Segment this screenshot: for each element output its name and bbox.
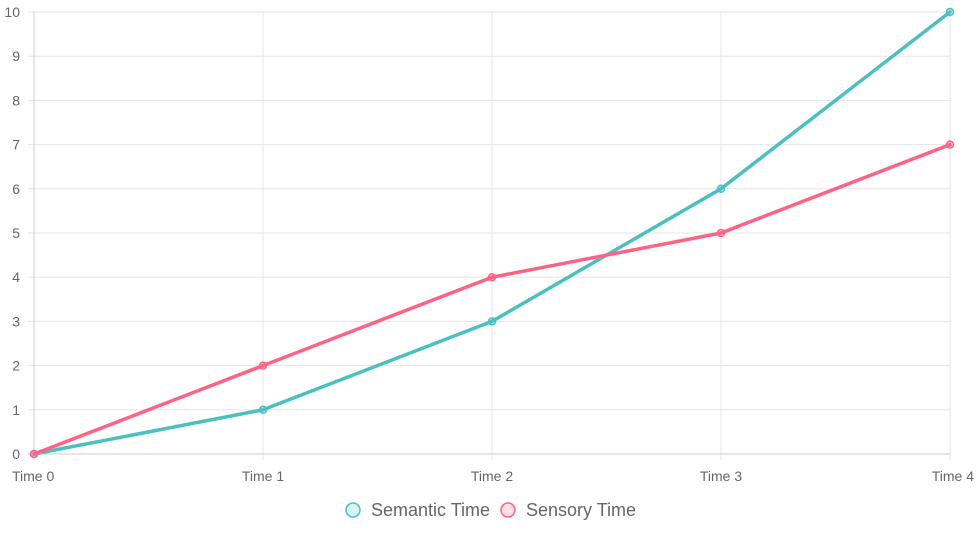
legend-marker-icon — [500, 502, 516, 518]
y-tick-label: 1 — [12, 402, 20, 418]
axes: 0 1 2 3 4 5 6 7 8 9 10 Time 0 Time 1 Time 2 Time 3 Time… — [4, 4, 974, 484]
data-point — [487, 272, 497, 282]
legend-label: Sensory Time — [526, 500, 636, 520]
data-point — [716, 228, 726, 238]
x-tick-label: Time 3 — [700, 468, 742, 484]
y-tick-label: 4 — [12, 269, 20, 285]
data-point — [258, 361, 268, 370]
x-tick-label: Time 2 — [471, 468, 513, 484]
legend-item: Semantic Time — [345, 500, 490, 520]
series-line — [32, 10, 952, 456]
y-tick-label: 0 — [12, 446, 20, 462]
x-tick-label: Time 0 — [12, 468, 54, 484]
x-tick-label: Time 4 — [932, 468, 974, 484]
y-tick-label: 2 — [12, 358, 20, 374]
y-tick-label: 5 — [12, 225, 20, 241]
data-point — [487, 317, 497, 326]
y-tick-label: 3 — [12, 313, 20, 329]
series-line — [32, 142, 952, 456]
data-point — [716, 184, 726, 194]
y-tick-label: 7 — [12, 137, 20, 153]
series-group — [29, 7, 955, 459]
legend-label: Semantic Time — [371, 500, 490, 520]
legend: Semantic Time Sensory Time — [345, 500, 636, 520]
legend-marker-icon — [345, 502, 361, 518]
data-point — [29, 449, 39, 459]
y-tick-label: 8 — [12, 92, 20, 108]
grid — [28, 11, 951, 460]
x-tick-label: Time 1 — [242, 468, 284, 484]
data-point — [258, 405, 268, 415]
legend-item: Sensory Time — [500, 500, 636, 520]
data-point — [945, 7, 955, 17]
series-sensory-time — [29, 140, 955, 459]
y-tick-label: 6 — [12, 181, 20, 197]
y-tick-label: 10 — [4, 4, 20, 20]
y-tick-label: 9 — [12, 48, 20, 64]
data-point — [945, 140, 955, 149]
